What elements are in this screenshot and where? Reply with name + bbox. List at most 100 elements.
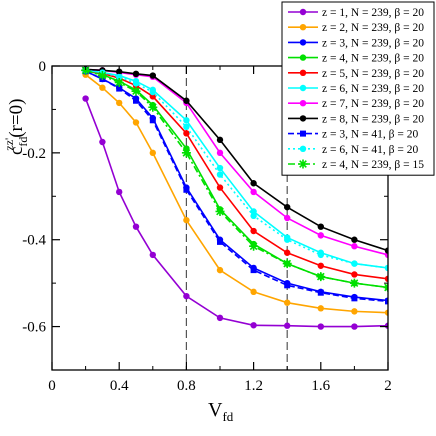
x-tick-label: 1.6 xyxy=(311,378,330,394)
legend: z = 1, N = 239, β = 20 z = 2, N = 239, β … xyxy=(281,1,435,176)
data-point-1-3 xyxy=(132,119,140,126)
legend-marker xyxy=(299,84,307,92)
legend-marker xyxy=(299,24,307,31)
data-point-10-2 xyxy=(114,78,124,88)
data-point-0-8 xyxy=(284,322,291,329)
x-tick-label: 0.8 xyxy=(177,378,196,394)
data-point-6-8 xyxy=(284,214,291,222)
data-point-10-4 xyxy=(148,102,158,112)
data-point-9-2 xyxy=(116,73,123,81)
data-point-8-9 xyxy=(317,289,324,296)
legend-label: z = 2, N = 239, β = 20 xyxy=(322,22,424,34)
data-point-8-3 xyxy=(133,97,139,104)
legend-entry-8: z = 3, N = 41, β = 20 xyxy=(288,129,418,141)
data-point-7-6 xyxy=(216,136,224,144)
data-point-1-8 xyxy=(284,299,291,306)
data-point-10-10 xyxy=(349,278,359,288)
data-point-9-4 xyxy=(149,88,156,96)
legend-entry-5: z = 6, N = 239, β = 20 xyxy=(288,83,424,95)
data-point-0-2 xyxy=(116,188,123,196)
data-point-1-9 xyxy=(317,305,324,312)
series-line-10 xyxy=(85,69,388,289)
series-line-0 xyxy=(84,98,388,328)
legend-entry-3: z = 4, N = 239, β = 20 xyxy=(288,53,424,65)
data-point-4-7 xyxy=(250,227,257,235)
data-point-9-5 xyxy=(183,123,190,130)
x-axis-label: Vfd xyxy=(208,399,234,424)
data-point-1-7 xyxy=(250,288,257,296)
data-point-10-5 xyxy=(181,148,191,158)
data-point-0-10 xyxy=(351,323,358,330)
legend-label: z = 6, N = 239, β = 20 xyxy=(322,83,424,95)
data-point-10-3 xyxy=(131,86,141,96)
data-point-7-3 xyxy=(132,70,140,78)
data-point-10-6 xyxy=(215,206,225,216)
x-tick-label: 0.4 xyxy=(110,378,129,394)
legend-entry-6: z = 7, N = 239, β = 20 xyxy=(288,98,424,110)
legend-entry-9: z = 6, N = 41, β = 20 xyxy=(288,144,418,156)
series-7 xyxy=(82,66,388,254)
legend-marker xyxy=(300,130,306,137)
legend-label: z = 7, N = 239, β = 20 xyxy=(322,98,424,110)
y-tick-label: -0.6 xyxy=(22,320,46,336)
series-10 xyxy=(81,66,388,292)
data-point-8-5 xyxy=(183,186,190,193)
x-tick-label: 1.2 xyxy=(244,378,263,394)
data-point-1-4 xyxy=(149,149,156,157)
data-point-0-5 xyxy=(183,292,190,300)
data-point-6-6 xyxy=(216,149,224,157)
data-point-6-9 xyxy=(317,232,324,239)
data-point-1-6 xyxy=(216,266,224,274)
legend-marker xyxy=(299,54,307,61)
x-tick-label: 2 xyxy=(384,378,392,394)
data-point-8-11 xyxy=(385,298,388,305)
legend-label: z = 3, N = 41, β = 20 xyxy=(322,129,418,141)
legend-entry-2: z = 3, N = 239, β = 20 xyxy=(288,37,424,49)
data-point-4-11 xyxy=(384,275,388,282)
data-point-8-10 xyxy=(351,295,358,302)
legend-entry-4: z = 5, N = 239, β = 20 xyxy=(288,68,424,80)
legend-label: z = 8, N = 239, β = 20 xyxy=(322,113,424,125)
data-point-4-9 xyxy=(317,262,324,269)
data-point-8-2 xyxy=(116,85,123,92)
y-axis-label: cfdzz'(r=0) xyxy=(2,99,30,155)
legend-marker xyxy=(298,159,308,169)
legend-label: z = 6, N = 41, β = 20 xyxy=(322,144,418,156)
data-point-10-1 xyxy=(97,71,107,81)
data-point-4-10 xyxy=(351,271,358,278)
legend-marker xyxy=(299,145,307,152)
data-point-5-6 xyxy=(216,164,224,172)
data-point-4-5 xyxy=(183,130,190,137)
x-tick-label: 0 xyxy=(48,378,56,394)
data-point-10-7 xyxy=(249,241,259,251)
data-point-8-8 xyxy=(284,282,291,289)
data-point-9-10 xyxy=(351,260,358,267)
series-line-8 xyxy=(85,70,388,303)
data-point-9-7 xyxy=(250,212,257,220)
data-point-5-5 xyxy=(183,117,190,124)
data-point-4-6 xyxy=(216,184,224,191)
data-point-7-9 xyxy=(317,223,324,230)
data-point-0-0 xyxy=(82,95,89,102)
data-point-1-11 xyxy=(384,309,388,316)
axes: 0 0.4 0.8 1.2 1.6 2 0 -0.2 -0.4 -0.6 Vfd cfdzz'(r=0… xyxy=(2,59,392,424)
legend-marker xyxy=(299,100,307,107)
series-line-1 xyxy=(85,74,388,314)
legend-label: z = 4, N = 239, β = 20 xyxy=(322,53,424,65)
data-point-9-3 xyxy=(132,80,140,87)
data-point-7-8 xyxy=(284,203,291,211)
data-point-0-4 xyxy=(149,251,156,259)
data-point-4-8 xyxy=(284,249,291,256)
data-point-10-0 xyxy=(81,66,91,75)
data-point-0-11 xyxy=(384,322,388,329)
legend-entry-7: z = 8, N = 239, β = 20 xyxy=(288,113,424,125)
y-tick-label: -0.4 xyxy=(22,233,46,249)
data-point-9-6 xyxy=(216,171,224,178)
legend-marker xyxy=(299,8,307,16)
data-point-7-5 xyxy=(183,97,190,104)
legend-marker xyxy=(299,115,307,122)
data-point-6-10 xyxy=(351,243,358,250)
data-point-1-1 xyxy=(99,84,106,91)
data-point-9-11 xyxy=(384,264,388,272)
